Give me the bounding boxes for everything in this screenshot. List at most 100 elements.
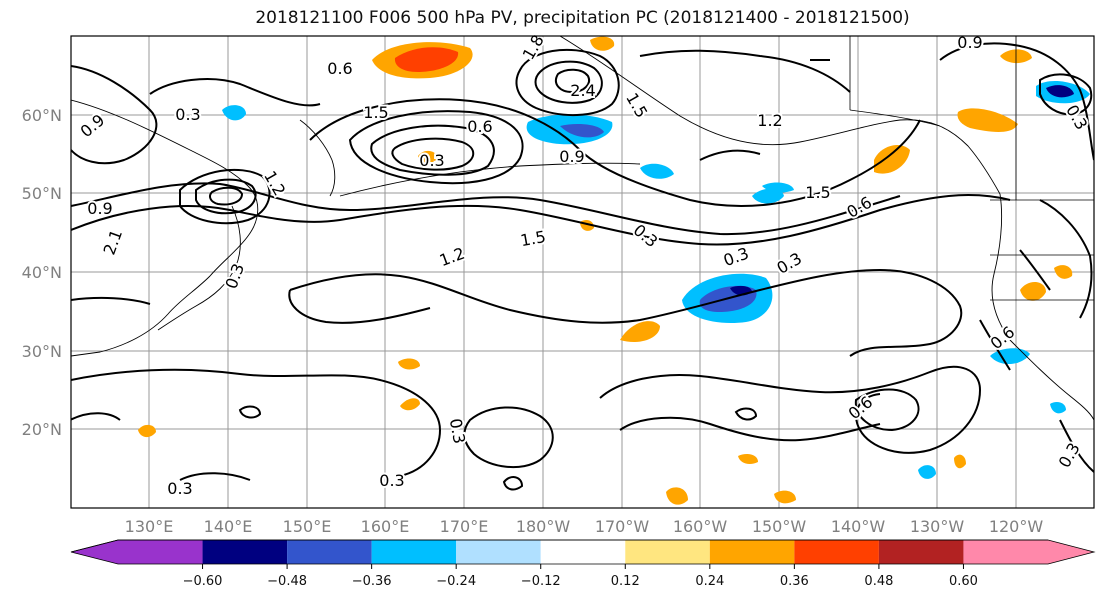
pv-contour	[463, 406, 554, 469]
pv-contour	[554, 68, 590, 94]
precip-patch	[418, 150, 438, 164]
precip-patch	[738, 454, 758, 464]
contour-value-label: 0.9	[559, 147, 584, 166]
colorbar-segment	[202, 540, 288, 564]
precip-patch	[394, 47, 459, 72]
precip-patch	[222, 105, 246, 121]
pv-contour	[370, 124, 495, 176]
precip-patch	[774, 490, 796, 504]
colorbar-tick-label: 0.48	[864, 574, 893, 589]
colorbar-tick-label: −0.48	[267, 574, 307, 589]
coastline-japan	[157, 205, 241, 331]
lon-label: 180°W	[516, 517, 571, 536]
pv-contour	[71, 296, 151, 305]
colorbar-tick-label: 0.12	[611, 574, 640, 589]
contour-value-label: 1.5	[363, 103, 388, 122]
contour-value-label: 0.3	[379, 471, 404, 490]
pv-contour	[71, 412, 121, 421]
lat-label: 40°N	[22, 263, 62, 282]
map-border	[70, 35, 1095, 509]
colorbar-segment	[625, 540, 710, 564]
pv-contour	[179, 472, 251, 481]
precip-patch	[957, 108, 1018, 132]
pv-contour	[979, 319, 1011, 371]
colorbar-tick-label: −0.12	[521, 574, 561, 589]
longitude-labels: 130°E 140°E 150°E 160°E 170°E 180°W 170°W 160°W…	[125, 517, 1044, 536]
lon-label: 130°E	[125, 517, 174, 536]
contour-value-label: 0.6	[327, 59, 352, 78]
coastline-kamchatka	[299, 119, 336, 197]
contour-value-label: 0.9	[87, 199, 112, 218]
lat-label: 60°N	[22, 106, 62, 125]
contour-value-label: 2.4	[570, 81, 595, 100]
contour-value-label: 0.3	[175, 105, 200, 124]
contour-value-label: 1.5	[805, 183, 830, 202]
precip-patch	[400, 398, 420, 411]
pv-contour	[599, 365, 982, 454]
colorbar-tick-label: 0.60	[949, 574, 978, 589]
pv-contour	[854, 388, 920, 432]
precip-patch	[620, 321, 660, 343]
pv-contour	[195, 178, 257, 215]
colorbar-segment	[456, 540, 541, 564]
pv-contour	[939, 42, 1094, 161]
colorbar-segment	[794, 540, 879, 564]
precipitation-shading	[138, 36, 1090, 505]
latitude-labels: 60°N 50°N 40°N 30°N 20°N	[22, 106, 62, 439]
contour-value-label: 0.9	[957, 33, 982, 52]
lon-label: 150°W	[752, 517, 807, 536]
colorbar-tick-label: 0.36	[780, 574, 809, 589]
pv-contours	[71, 42, 1094, 491]
pv-contour	[734, 407, 758, 421]
pv-contour	[348, 110, 524, 185]
pv-contour	[619, 416, 881, 442]
lat-label: 50°N	[22, 184, 62, 203]
pv-contour	[71, 65, 158, 165]
precip-patch	[1050, 402, 1066, 414]
pv-contour	[391, 137, 475, 171]
lon-label: 130°W	[910, 517, 965, 536]
lat-label: 30°N	[22, 342, 62, 361]
contour-value-label: 0.3	[419, 151, 444, 170]
lon-label: 170°W	[595, 517, 650, 536]
pv-contour	[71, 194, 1011, 246]
colorbar-segment	[71, 540, 203, 564]
lon-label: 150°E	[283, 517, 332, 536]
precip-patch	[762, 182, 794, 193]
colorbar-segment	[709, 540, 795, 564]
pv-contour	[699, 149, 761, 161]
colorbar-tick-label: −0.24	[436, 574, 476, 589]
lon-label: 160°W	[673, 517, 728, 536]
coastline-alaska	[559, 36, 1001, 195]
pv-contour	[1039, 199, 1093, 319]
lon-label: 140°W	[831, 517, 886, 536]
pv-contour	[309, 98, 921, 207]
colorbar-segment	[878, 540, 964, 564]
precip-patch	[560, 124, 604, 138]
pv-contour	[1059, 419, 1094, 473]
pv-contour	[71, 368, 442, 477]
precip-patch	[1020, 281, 1046, 301]
pv-contour	[289, 268, 963, 357]
pv-contour	[1039, 73, 1093, 116]
pv-contour	[515, 48, 620, 116]
coastline-asia	[71, 99, 259, 357]
precip-patch	[640, 163, 674, 179]
colorbar-outline	[70, 539, 1096, 565]
precip-patch	[874, 145, 910, 174]
contour-value-label: 0.6	[467, 117, 492, 136]
map-title: 2018121100 F006 500 hPa PV, precipitatio…	[255, 8, 910, 28]
precip-patch	[954, 454, 966, 469]
lon-label: 160°E	[361, 517, 410, 536]
contour-value-label: 0.3	[167, 479, 192, 498]
precip-patch	[398, 358, 420, 370]
pv-contour	[179, 168, 271, 225]
precip-patch	[666, 487, 688, 505]
pv-contour	[502, 476, 524, 491]
colorbar-segment	[963, 540, 1094, 564]
pv-contour	[149, 78, 321, 107]
colorbar-tick-label: −0.60	[183, 574, 223, 589]
pv-contour	[238, 405, 262, 419]
precip-patch	[138, 424, 156, 438]
pv-contour	[639, 49, 851, 93]
